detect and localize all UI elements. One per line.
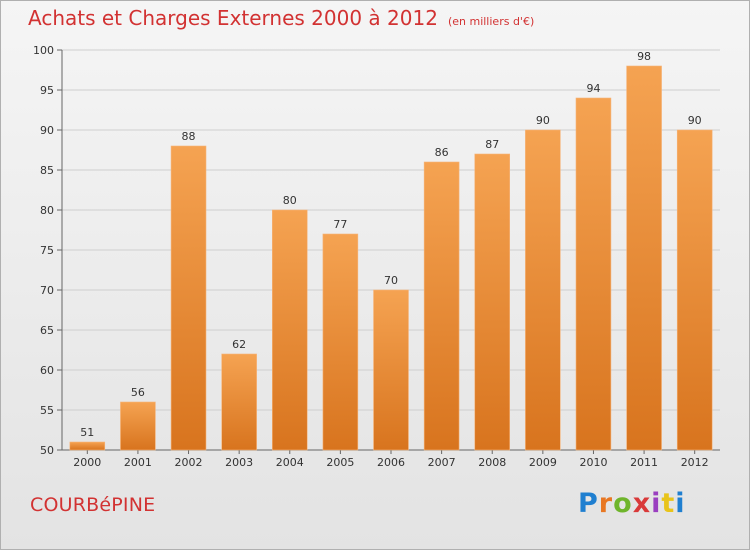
x-tick-label: 2000 — [73, 456, 101, 469]
logo-letter: P — [578, 488, 599, 519]
bar-2003 — [221, 353, 257, 451]
bar-2009 — [525, 129, 561, 451]
bar-2010 — [575, 97, 612, 451]
x-tick-label: 2004 — [276, 456, 304, 469]
x-tick-label: 2011 — [630, 456, 658, 469]
x-tick-label: 2007 — [428, 456, 456, 469]
chart-subtitle: (en milliers d'€) — [447, 15, 535, 28]
x-tick-label: 2009 — [529, 456, 557, 469]
logo-letter: i — [675, 488, 686, 519]
chart-title: Achats et Charges Externes 2000 à 2012 (e… — [28, 6, 534, 30]
bar-2007 — [423, 161, 460, 451]
proxiti-logo: Proxiti — [578, 488, 686, 519]
bar-2005 — [322, 233, 359, 451]
bar-2004 — [272, 209, 308, 451]
value-label: 86 — [435, 146, 449, 159]
y-tick-label: 50 — [40, 444, 54, 457]
x-tick-label: 2006 — [377, 456, 405, 469]
title-text: Achats et Charges Externes 2000 à 2012 — [28, 6, 438, 30]
bar-2008 — [474, 153, 510, 451]
logo-letter: x — [632, 488, 652, 519]
x-tick-label: 2003 — [225, 456, 253, 469]
y-tick-label: 75 — [40, 244, 54, 257]
bar-2011 — [626, 65, 662, 451]
y-tick-label: 95 — [40, 84, 54, 97]
value-label: 87 — [485, 138, 499, 151]
x-tick-label: 2001 — [124, 456, 152, 469]
value-label: 56 — [131, 386, 145, 399]
x-tick-label: 2002 — [175, 456, 203, 469]
y-tick-label: 60 — [40, 364, 54, 377]
y-tick-label: 70 — [40, 284, 54, 297]
logo-letter: i — [651, 488, 662, 519]
bar-2001 — [120, 401, 156, 451]
x-tick-label: 2008 — [478, 456, 506, 469]
value-label: 77 — [333, 218, 347, 231]
logo-letter: o — [613, 488, 633, 519]
value-label: 80 — [283, 194, 297, 207]
value-label: 51 — [80, 426, 94, 439]
value-label: 98 — [637, 50, 651, 63]
y-tick-label: 100 — [33, 44, 54, 57]
y-tick-label: 65 — [40, 324, 54, 337]
bar-2006 — [373, 289, 409, 451]
value-label: 62 — [232, 338, 246, 351]
bars — [69, 65, 713, 451]
y-tick-label: 90 — [40, 124, 54, 137]
bar-2012 — [676, 129, 713, 451]
value-label: 88 — [182, 130, 196, 143]
value-label: 94 — [586, 82, 600, 95]
logo-letter: r — [598, 488, 614, 519]
y-tick-label: 85 — [40, 164, 54, 177]
commune-name: COURBéPINE — [30, 494, 156, 516]
x-tick-label: 2012 — [681, 456, 709, 469]
value-label: 70 — [384, 274, 398, 287]
y-tick-label: 55 — [40, 404, 54, 417]
logo-letter: t — [661, 488, 676, 519]
x-tick-label: 2010 — [579, 456, 607, 469]
value-label: 90 — [688, 114, 702, 127]
bar-2002 — [170, 145, 207, 451]
labels: 50 55 60 65 70 75 80 85 90 95 100 51 2000 56 2001 88 200… — [33, 44, 709, 469]
bar-2000 — [69, 441, 106, 451]
value-label: 90 — [536, 114, 550, 127]
x-tick-label: 2005 — [326, 456, 354, 469]
y-tick-label: 80 — [40, 204, 54, 217]
